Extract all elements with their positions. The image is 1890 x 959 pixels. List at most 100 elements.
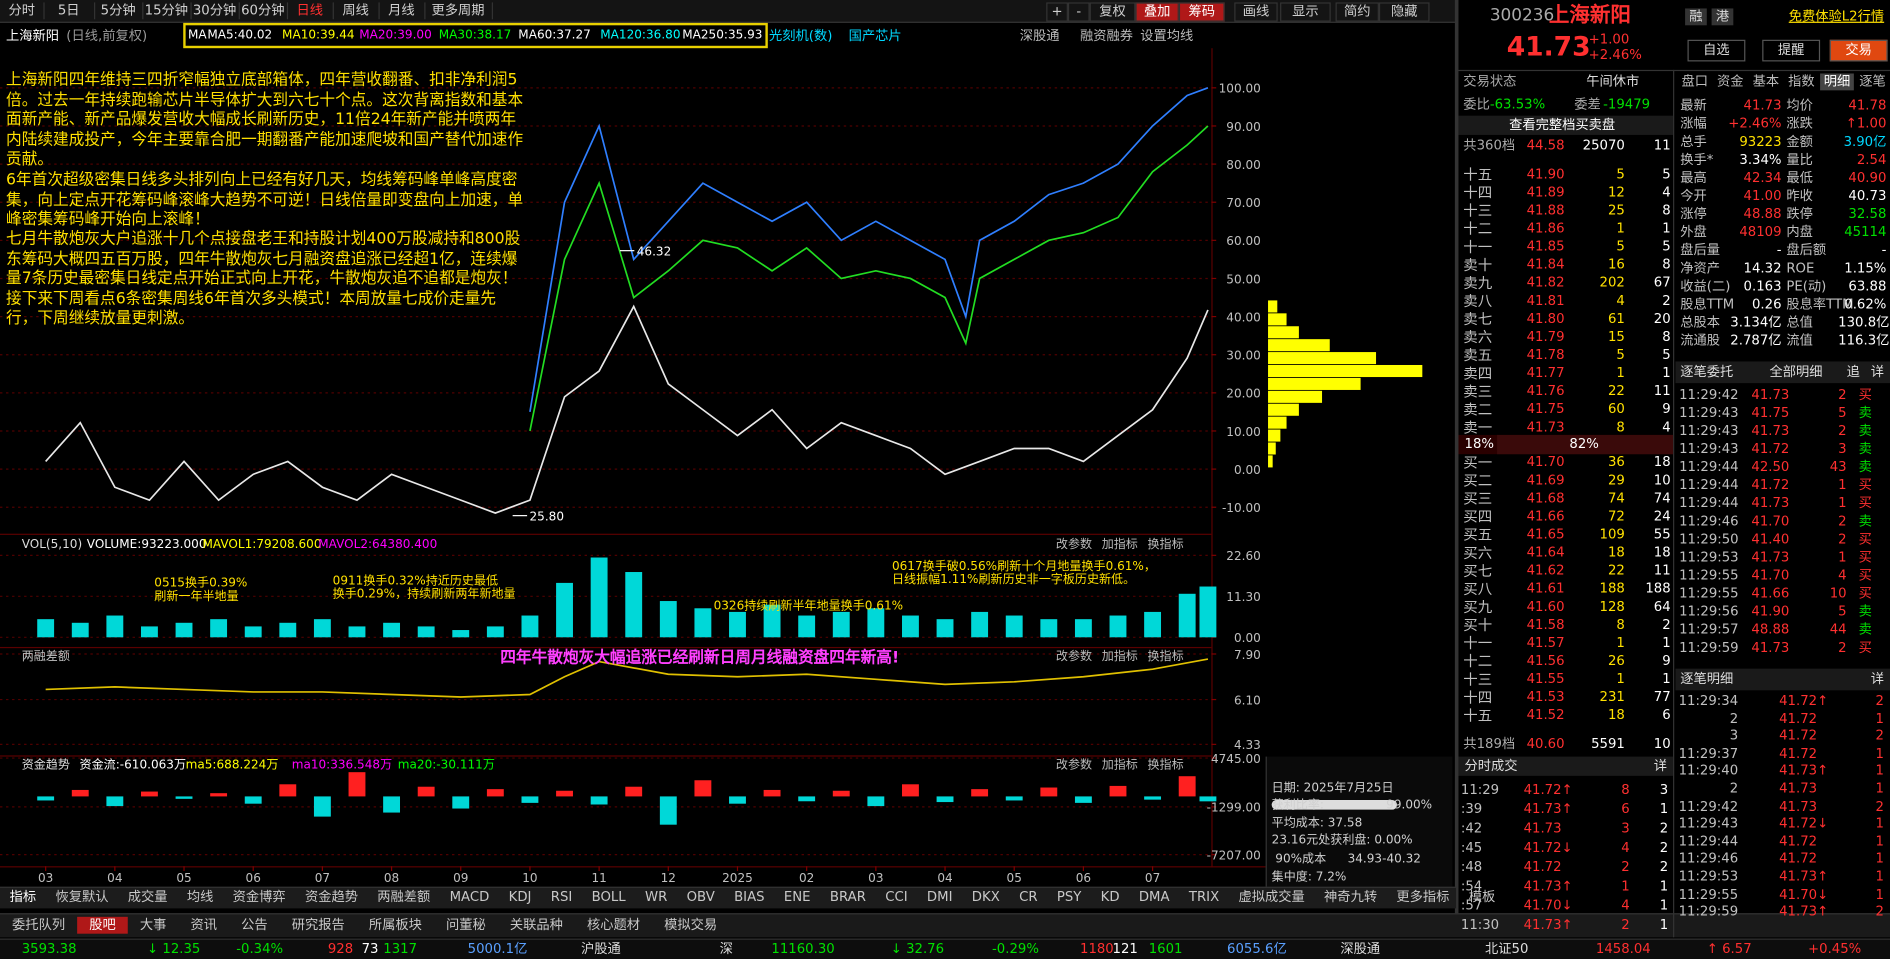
series-line xyxy=(45,304,1209,514)
info-tab[interactable]: 指数 xyxy=(1788,73,1815,90)
bottom-tab[interactable]: 核心题材 xyxy=(587,916,641,933)
bottom-tab[interactable]: 资讯 xyxy=(190,916,217,933)
period-tab[interactable]: 5日 xyxy=(43,2,96,20)
full-book-button[interactable] xyxy=(1458,115,1674,135)
indicator-tab[interactable]: BIAS xyxy=(734,889,765,905)
filter[interactable]: 全部明细 xyxy=(1769,363,1823,380)
tool-button[interactable]: 简约 xyxy=(1335,2,1379,22)
indicator-tab[interactable]: ENE xyxy=(783,889,811,905)
full-book[interactable]: 查看完整档买卖盘 xyxy=(1509,116,1616,133)
period-tab[interactable]: 30分钟 xyxy=(190,2,240,20)
tool-button[interactable]: 隐藏 xyxy=(1378,2,1430,22)
panel-tool[interactable]: 换指标 xyxy=(1147,538,1184,552)
indicator-tab[interactable]: 指标 xyxy=(9,889,37,905)
panel-tool[interactable]: 换指标 xyxy=(1147,650,1184,664)
period-tab[interactable]: 5分钟 xyxy=(94,2,144,20)
badge[interactable]: 港 xyxy=(1711,8,1734,26)
tool-button[interactable]: - xyxy=(1067,2,1090,22)
indicator-tab[interactable]: CCI xyxy=(885,889,908,905)
indicator-tab[interactable]: RSI xyxy=(550,889,573,905)
more[interactable]: 详 xyxy=(1870,671,1884,687)
indicator-tab[interactable]: 两融差额 xyxy=(377,889,431,905)
bottom-tab[interactable]: 研究报告 xyxy=(291,916,345,933)
tool-button[interactable]: 显示 xyxy=(1280,2,1331,22)
volume-note: 0911换手0.32%持近历史最低 xyxy=(332,574,499,588)
indicator-tab[interactable]: 资金博弈 xyxy=(232,889,286,905)
indicator-tab[interactable]: OBV xyxy=(686,889,715,905)
book-count: 18 xyxy=(1653,544,1671,561)
indicator-tab[interactable]: KDJ xyxy=(508,889,532,905)
info-tab[interactable]: 基本 xyxy=(1752,73,1780,90)
indicator-tab[interactable]: 更多指标 xyxy=(1396,889,1450,905)
period-tab[interactable]: 日线 xyxy=(287,2,334,20)
period-tab[interactable]: 60分钟 xyxy=(239,2,289,20)
tool-button[interactable]: 筹码 xyxy=(1178,2,1225,22)
bottom-tab[interactable]: 模拟交易 xyxy=(664,916,718,933)
more[interactable]: 详 xyxy=(1653,757,1668,774)
panel-tool[interactable]: 加指标 xyxy=(1101,650,1138,664)
bottom-tab[interactable]: 股吧 xyxy=(77,916,128,934)
tool-button[interactable]: 叠加 xyxy=(1135,2,1179,22)
indicator-tab[interactable]: CR xyxy=(1019,889,1038,905)
indicator-tab[interactable]: KD xyxy=(1100,889,1120,905)
header-link[interactable]: 融资融券 xyxy=(1080,27,1134,44)
concept-link[interactable]: 国产芯片 xyxy=(848,27,902,44)
indicator-tab[interactable]: DKX xyxy=(971,889,1000,905)
chase[interactable]: 追 xyxy=(1846,363,1860,380)
book-price: 41.64 xyxy=(1526,544,1565,561)
tool-button[interactable]: + xyxy=(1046,2,1068,22)
panel-tool[interactable]: 改参数 xyxy=(1055,538,1093,552)
indicator-tab[interactable]: 成交量 xyxy=(127,889,168,905)
indicator-tab[interactable]: BOLL xyxy=(591,889,626,905)
indicator-tab[interactable]: PSY xyxy=(1056,889,1082,905)
header-link[interactable]: 设置均线 xyxy=(1140,27,1194,44)
bottom-tab[interactable]: 关联品种 xyxy=(509,916,563,933)
panel-tool[interactable]: 加指标 xyxy=(1101,538,1138,552)
indicator-tab[interactable]: 模板 xyxy=(1468,889,1496,905)
info-tab[interactable]: 盘口 xyxy=(1681,73,1708,90)
indicator-tab[interactable]: WR xyxy=(644,889,668,905)
bottom-tab[interactable]: 委托队列 xyxy=(12,916,66,933)
tool-button[interactable]: 画线 xyxy=(1234,2,1278,22)
action-button[interactable]: 自选 xyxy=(1687,39,1746,62)
info-tab[interactable]: 资金 xyxy=(1717,73,1744,90)
period-tab[interactable]: 更多周期 xyxy=(424,2,493,20)
panel-tool[interactable]: 改参数 xyxy=(1055,759,1093,773)
concept-link[interactable]: 光刻机(数) xyxy=(769,27,833,44)
action-button[interactable]: 提醒 xyxy=(1762,39,1821,62)
indicator-tab[interactable]: DMA xyxy=(1138,889,1170,905)
indicator-tab[interactable]: 虚拟成交量 xyxy=(1238,889,1305,905)
l2-link[interactable]: 免费体验L2行情 xyxy=(1788,8,1885,25)
book-volume: 18 xyxy=(1607,544,1625,561)
indicator-tab[interactable]: BRAR xyxy=(829,889,866,905)
y-tick-label: 90.00 xyxy=(1226,120,1261,134)
bottom-tab[interactable]: 公告 xyxy=(241,916,268,933)
indicator-tab[interactable]: 资金趋势 xyxy=(304,889,358,905)
panel-sep xyxy=(0,755,1212,757)
period-tab[interactable]: 15分钟 xyxy=(142,2,192,20)
indicator-tab[interactable]: DMI xyxy=(926,889,953,905)
indicator-tab[interactable]: TRIX xyxy=(1188,889,1220,905)
header-link[interactable]: 深股通 xyxy=(1019,27,1060,44)
info-tab[interactable]: 明细 xyxy=(1820,73,1854,91)
indicator-tab[interactable]: MACD xyxy=(449,889,490,905)
bottom-tab[interactable]: 问董秘 xyxy=(445,916,486,933)
indicator-tab[interactable]: 恢复默认 xyxy=(55,889,109,905)
info-tab[interactable]: 逐笔 xyxy=(1859,73,1886,90)
panel-title: 资金趋势 xyxy=(21,759,70,773)
bottom-tab[interactable]: 大事 xyxy=(139,916,167,933)
period-tab[interactable]: 周线 xyxy=(333,2,380,20)
stat-label: 昨收 xyxy=(1786,187,1813,204)
more[interactable]: 详 xyxy=(1870,363,1884,380)
badge[interactable]: 融 xyxy=(1685,8,1707,26)
panel-tool[interactable]: 改参数 xyxy=(1055,650,1093,664)
panel-tool[interactable]: 加指标 xyxy=(1101,759,1138,773)
indicator-tab[interactable]: 均线 xyxy=(186,889,214,905)
action-button[interactable]: 交易 xyxy=(1829,39,1888,62)
period-tab[interactable]: 月线 xyxy=(378,2,426,20)
bottom-tab[interactable]: 所属板块 xyxy=(368,916,422,933)
panel-tool[interactable]: 换指标 xyxy=(1147,759,1184,773)
indicator-tab[interactable]: 神奇九转 xyxy=(1324,889,1378,905)
period-tab[interactable]: 分时 xyxy=(0,2,45,20)
tool-button[interactable]: 复权 xyxy=(1089,2,1136,22)
